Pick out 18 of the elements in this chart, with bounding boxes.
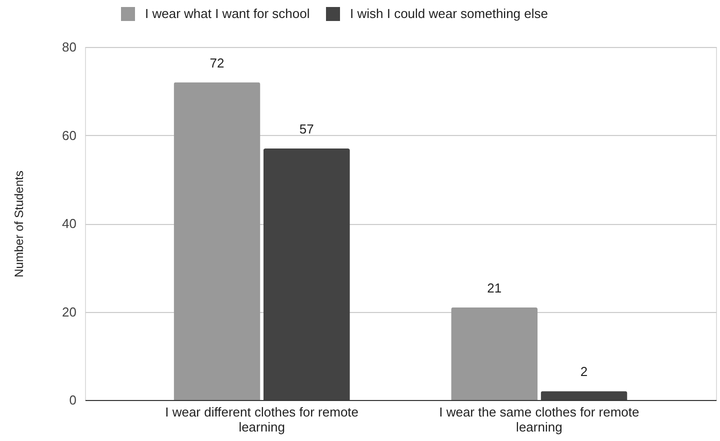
y-axis-title: Number of Students xyxy=(12,170,26,278)
data-label: 57 xyxy=(299,121,314,136)
y-tick-label: 0 xyxy=(69,392,76,408)
y-tick-label: 80 xyxy=(62,40,76,54)
x-tick-label: I wear different clothes for remote learning xyxy=(165,404,359,434)
data-label: 72 xyxy=(210,55,224,70)
bar xyxy=(451,307,538,400)
data-label: 21 xyxy=(487,280,502,296)
bar xyxy=(540,391,628,400)
data-label: 2 xyxy=(580,364,588,380)
y-tick-label: 40 xyxy=(62,216,76,231)
legend-label: I wear what I want for school xyxy=(145,6,310,21)
legend-label: I wish I could wear something else xyxy=(350,6,548,21)
bar xyxy=(263,148,350,400)
y-tick-label: 60 xyxy=(62,128,76,143)
y-tick-label: 20 xyxy=(62,304,76,320)
x-tick-label: I wear the same clothes for remote learning xyxy=(439,404,640,434)
bar xyxy=(174,82,260,400)
